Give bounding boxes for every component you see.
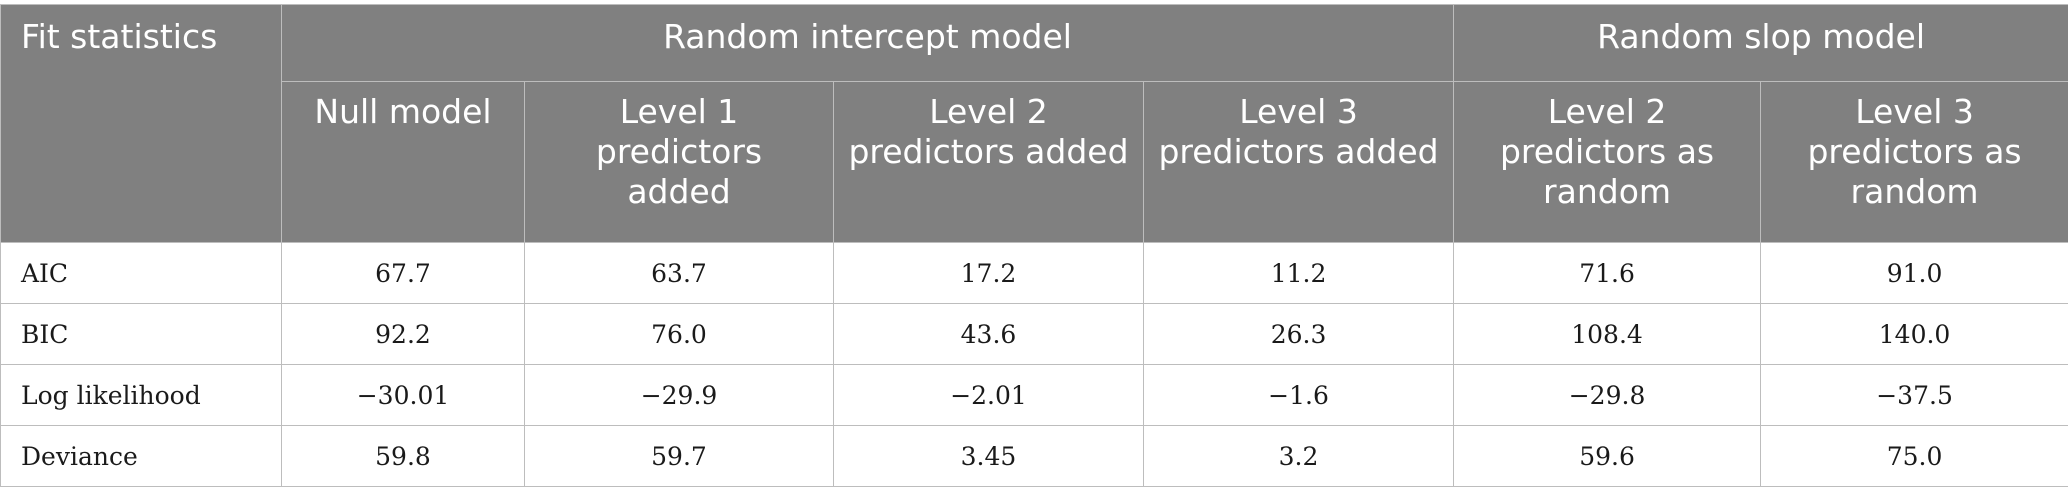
column-header-level2-added: Level 2 predictors added (833, 81, 1144, 243)
table-cell: −29.9 (524, 364, 834, 426)
table-row: Log likelihood −30.01 −29.9 −2.01 −1.6 −… (0, 364, 2068, 426)
header-row-groups: Fit statistics Random intercept model Ra… (0, 4, 2068, 82)
table-cell: 17.2 (833, 242, 1144, 304)
table-cell: 59.8 (281, 425, 525, 487)
row-label-bic: BIC (0, 303, 282, 365)
table-cell: 76.0 (524, 303, 834, 365)
header-blank-cell (0, 81, 282, 243)
fit-statistics-header: Fit statistics (0, 4, 282, 82)
header-row-columns: Null model Level 1 predictors added Leve… (0, 81, 2068, 243)
table-cell: 26.3 (1142, 303, 1455, 365)
table-cell: 67.7 (281, 242, 525, 304)
table-cell: 63.7 (524, 242, 834, 304)
fit-statistics-table-container: Fit statistics Random intercept model Ra… (0, 4, 2068, 487)
table-cell: 108.4 (1453, 303, 1762, 365)
table-cell: 91.0 (1760, 242, 2068, 304)
table-row: BIC 92.2 76.0 43.6 26.3 108.4 140.0 (0, 303, 2068, 365)
column-header-level1-added: Level 1 predictors added (524, 81, 834, 243)
table-cell: −30.01 (281, 364, 525, 426)
column-header-level3-random: Level 3 predictors as random (1760, 81, 2068, 243)
table-cell: 140.0 (1760, 303, 2068, 365)
column-header-level2-random: Level 2 predictors as random (1453, 81, 1762, 243)
table-cell: 3.45 (833, 425, 1144, 487)
random-slope-group-header: Random slop model (1453, 4, 2068, 82)
row-label-aic: AIC (0, 242, 282, 304)
table-row: AIC 67.7 63.7 17.2 11.2 71.6 91.0 (0, 242, 2068, 304)
table-cell: 71.6 (1453, 242, 1762, 304)
table-cell: 11.2 (1142, 242, 1455, 304)
table-cell: 92.2 (281, 303, 525, 365)
column-header-null-model: Null model (281, 81, 525, 243)
table-cell: −2.01 (833, 364, 1144, 426)
table-body: AIC 67.7 63.7 17.2 11.2 71.6 91.0 BIC 92… (0, 242, 2068, 487)
table-cell: 59.7 (524, 425, 834, 487)
table-cell: −37.5 (1760, 364, 2068, 426)
table-cell: 75.0 (1760, 425, 2068, 487)
table-cell: 3.2 (1142, 425, 1455, 487)
table-cell: 43.6 (833, 303, 1144, 365)
table-header: Fit statistics Random intercept model Ra… (0, 4, 2068, 243)
row-label-log-likelihood: Log likelihood (0, 364, 282, 426)
table-cell: −1.6 (1142, 364, 1455, 426)
random-intercept-group-header: Random intercept model (280, 4, 1455, 82)
column-header-level3-added: Level 3 predictors added (1142, 81, 1455, 243)
table-cell: 59.6 (1453, 425, 1762, 487)
table-cell: −29.8 (1453, 364, 1762, 426)
table-row: Deviance 59.8 59.7 3.45 3.2 59.6 75.0 (0, 425, 2068, 487)
fit-statistics-table: Fit statistics Random intercept model Ra… (0, 4, 2068, 487)
row-label-deviance: Deviance (0, 425, 282, 487)
